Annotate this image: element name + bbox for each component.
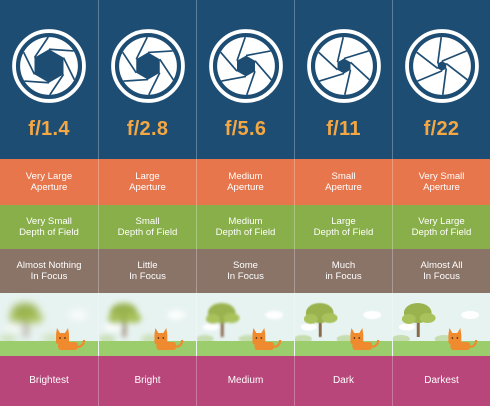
brightness-label-3: Medium xyxy=(196,356,294,406)
fstop-value: f/22 xyxy=(423,118,460,140)
depth-of-field-scene-2 xyxy=(98,293,196,356)
aperture-size-label-4: Small Aperture xyxy=(294,159,392,205)
focus-amount-label-4: Much in Focus xyxy=(294,249,392,293)
focus-amount-label-1: Almost Nothing In Focus xyxy=(0,249,98,293)
aperture-icon-medium xyxy=(208,28,284,104)
focus-amount-label-3: Some In Focus xyxy=(196,249,294,293)
aperture-icon-tiny xyxy=(404,28,480,104)
fstop-header-4: f/11 xyxy=(294,0,392,159)
aperture-icon-large xyxy=(110,28,186,104)
cat-illustration xyxy=(56,328,86,350)
aperture-icon-small xyxy=(306,28,382,104)
fstop-header-5: f/22 xyxy=(392,0,490,159)
cat-illustration xyxy=(252,328,282,350)
depth-of-field-scene-5 xyxy=(392,293,490,356)
focus-amount-label-2: Little In Focus xyxy=(98,249,196,293)
aperture-size-label-3: Medium Aperture xyxy=(196,159,294,205)
brightness-label-5: Darkest xyxy=(392,356,490,406)
fstop-value: f/5.6 xyxy=(224,118,267,140)
fstop-header-1: f/1.4 xyxy=(0,0,98,159)
cat-illustration xyxy=(350,328,380,350)
depth-of-field-scene-1 xyxy=(0,293,98,356)
fstop-value: f/11 xyxy=(326,118,361,140)
aperture-size-label-5: Very Small Aperture xyxy=(392,159,490,205)
fstop-value: f/2.8 xyxy=(126,118,169,140)
brightness-label-4: Dark xyxy=(294,356,392,406)
aperture-icon-wide xyxy=(11,28,87,104)
aperture-size-label-1: Very Large Aperture xyxy=(0,159,98,205)
focus-amount-label-5: Almost All In Focus xyxy=(392,249,490,293)
fstop-header-3: f/5.6 xyxy=(196,0,294,159)
depth-of-field-label-4: Large Depth of Field xyxy=(294,205,392,249)
depth-of-field-scene-3 xyxy=(196,293,294,356)
fstop-value: f/1.4 xyxy=(28,118,70,140)
fstop-header-2: f/2.8 xyxy=(98,0,196,159)
brightness-label-2: Bright xyxy=(98,356,196,406)
depth-of-field-scene-4 xyxy=(294,293,392,356)
brightness-label-1: Brightest xyxy=(0,356,98,406)
depth-of-field-label-5: Very Large Depth of Field xyxy=(392,205,490,249)
cat-illustration xyxy=(154,328,184,350)
depth-of-field-label-3: Medium Depth of Field xyxy=(196,205,294,249)
cat-illustration xyxy=(448,328,478,350)
depth-of-field-label-1: Very Small Depth of Field xyxy=(0,205,98,249)
depth-of-field-label-2: Small Depth of Field xyxy=(98,205,196,249)
aperture-size-label-2: Large Aperture xyxy=(98,159,196,205)
